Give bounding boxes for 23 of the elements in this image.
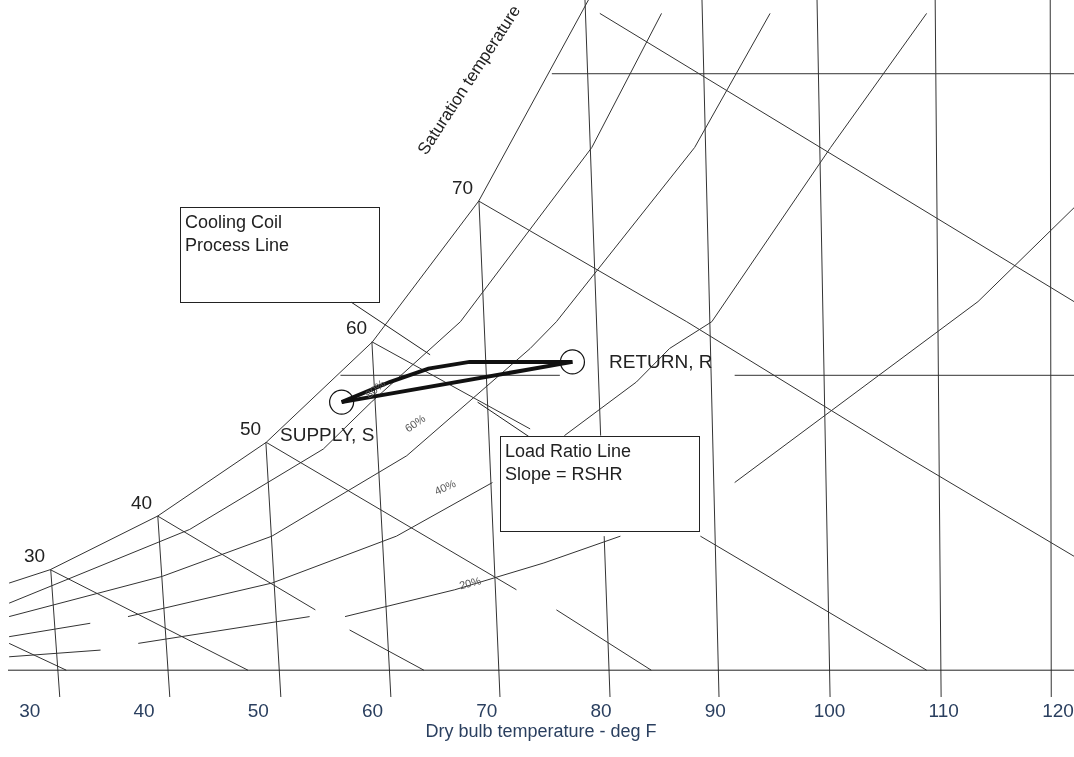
annotation: 70 — [452, 177, 474, 198]
x-axis-title: Dry bulb temperature - deg F — [425, 721, 657, 742]
x-tick-label: 80 — [590, 700, 612, 721]
x-tick-label: 120 — [1042, 700, 1074, 721]
x-tick-label: 90 — [704, 700, 726, 721]
annotation: 20% — [457, 574, 483, 592]
x-tick-label: 40 — [133, 700, 155, 721]
annotation: Load Ratio Line Slope = RSHR — [505, 441, 632, 485]
x-tick-label: 50 — [247, 700, 269, 721]
x-tick-label: 110 — [928, 700, 959, 721]
annotation: Cooling Coil Process Line — [185, 212, 290, 256]
x-tick-label: 100 — [813, 700, 846, 721]
annotation: 50 — [240, 418, 262, 439]
annotation: 60% — [402, 411, 428, 435]
x-tick-label: 70 — [476, 700, 498, 721]
annotation: SUPPLY, S — [280, 424, 375, 445]
annotation: 30 — [24, 545, 46, 566]
annotation: 60 — [346, 317, 368, 338]
x-tick-label: 30 — [19, 700, 41, 721]
annotation: 80% — [362, 376, 388, 401]
x-tick-label: 60 — [361, 700, 384, 721]
annotation: 40 — [131, 492, 153, 513]
annotation: 40% — [432, 476, 458, 498]
